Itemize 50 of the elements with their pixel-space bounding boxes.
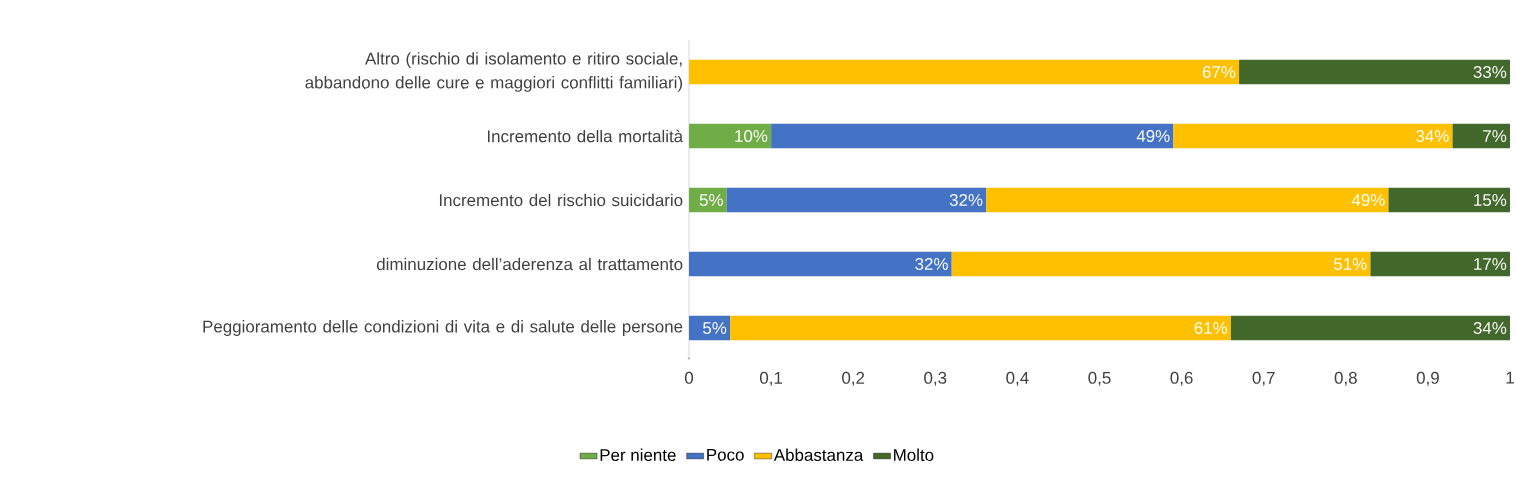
data-label: 49% [1136, 130, 1170, 143]
bar [1173, 123, 1453, 149]
y-tick-label: diminuzione dell’aderenza al trattamento [376, 257, 683, 271]
x-tick-label: 0,9 [1416, 371, 1439, 386]
legend-label: Abbastanza [773, 448, 864, 462]
legend-label: Per niente [600, 448, 676, 462]
data-label: 67% [1202, 66, 1236, 78]
bar [986, 187, 1389, 213]
data-label: 15% [1474, 194, 1507, 206]
x-tick-label: 0,1 [759, 371, 783, 386]
legend-label: Molto [894, 448, 934, 462]
bar [689, 251, 952, 277]
y-tick-label: Peggioramento delle condizioni di vita e di salute delle persone [203, 320, 683, 336]
x-tick-label: 1 [1506, 371, 1514, 384]
legend-label: Poco [707, 448, 744, 461]
bar [730, 315, 1231, 341]
x-tick-label: 0,4 [1006, 371, 1029, 386]
bar [1452, 123, 1511, 149]
data-label: 33% [1473, 66, 1507, 78]
data-label: 17% [1474, 258, 1507, 270]
data-label: 51% [1334, 258, 1367, 270]
data-label: 32% [949, 194, 983, 207]
data-label: 34% [1416, 130, 1449, 143]
data-label: 32% [915, 258, 948, 271]
bar [1388, 187, 1511, 213]
data-label: 61% [1194, 322, 1228, 335]
data-label: 10% [735, 130, 768, 143]
bar [1239, 59, 1511, 85]
y-tick-label: Incremento del rischio suicidario [439, 193, 683, 207]
x-tick-label: 0,2 [842, 371, 865, 386]
data-label: 49% [1351, 194, 1385, 207]
bar [1230, 315, 1511, 341]
y-tick-label: Altro (rischio di isolamento e ritiro sociale, abbandono delle cure e maggiori conflitti familiari) [305, 52, 683, 92]
x-tick-label: 0,3 [924, 371, 947, 386]
data-label: 5% [699, 194, 723, 206]
bar [951, 251, 1371, 277]
x-tick-label: 0,6 [1170, 371, 1193, 386]
bar [689, 59, 1240, 85]
x-tick-label: 0,5 [1088, 371, 1111, 386]
bar [726, 187, 987, 213]
x-tick-label: 0,8 [1334, 371, 1357, 386]
bar [771, 123, 1174, 149]
y-tick-label: Incremento della mortalità [487, 129, 684, 143]
data-label: 7% [1483, 130, 1507, 142]
data-label: 34% [1473, 322, 1507, 335]
x-tick-label: 0,7 [1252, 371, 1275, 386]
data-label: 5% [703, 322, 727, 334]
bar [689, 123, 772, 149]
bar [1370, 251, 1511, 277]
x-tick-label: 0 [684, 371, 694, 384]
